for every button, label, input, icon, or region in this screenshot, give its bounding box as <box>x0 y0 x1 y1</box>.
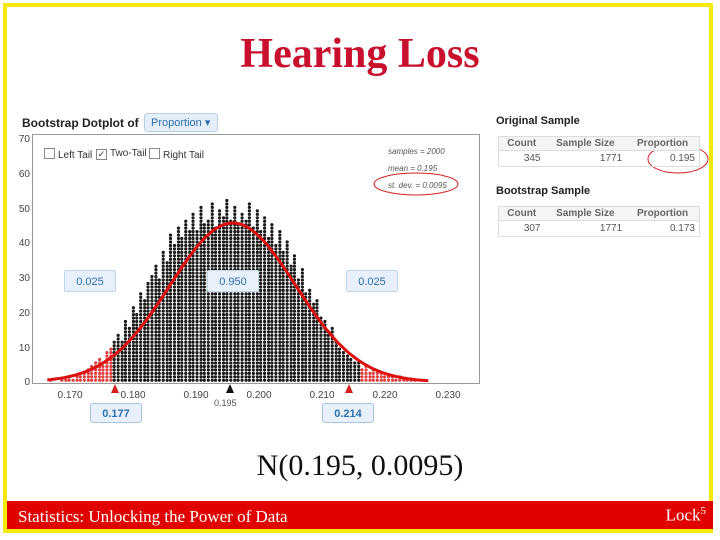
right-tail-checkbox[interactable]: Right Tail <box>149 148 204 161</box>
column-header: Count <box>498 206 545 221</box>
statistic-select[interactable]: Proportion ▾ <box>144 113 218 132</box>
left-tail-label: Left Tail <box>58 150 93 161</box>
y-tick-label: 70 <box>18 134 30 145</box>
dotplot-heading: Bootstrap Dotplot of <box>22 116 139 130</box>
original-sample-title: Original Sample <box>496 115 580 127</box>
y-tick-label: 40 <box>18 238 30 249</box>
center-value-label: 0.195 <box>214 398 237 408</box>
dotplot-frame <box>32 134 480 384</box>
right-cutoff-input[interactable]: 0.214 <box>322 403 374 423</box>
y-tick-label: 0 <box>24 377 30 388</box>
stat-sd: st. dev. = 0.0095 <box>388 181 447 190</box>
slide-title: Hearing Loss <box>240 31 480 77</box>
stat-mean: mean = 0.195 <box>388 164 438 173</box>
column-header: Sample Size <box>544 136 627 151</box>
left-cutoff-input[interactable]: 0.177 <box>90 403 142 423</box>
footer-author-name: Lock <box>665 505 701 525</box>
count-cell: 345 <box>498 150 545 167</box>
column-header: Proportion <box>626 136 700 151</box>
right-tail-proportion: 0.025 <box>346 270 398 292</box>
x-tick-label: 0.170 <box>57 390 83 401</box>
y-tick-label: 60 <box>18 169 30 180</box>
x-tick-label: 0.210 <box>309 390 335 401</box>
left-tail-proportion: 0.025 <box>64 270 116 292</box>
x-tick-label: 0.180 <box>120 390 146 401</box>
count-cell: 307 <box>498 220 545 237</box>
x-tick-label: 0.190 <box>183 390 209 401</box>
right-cutoff-marker-icon <box>345 384 353 393</box>
center-marker-icon <box>226 384 234 393</box>
y-tick-label: 10 <box>18 343 30 354</box>
bootstrap-sample-title: Bootstrap Sample <box>496 185 591 197</box>
proportion-cell: 0.195 <box>626 150 700 167</box>
caret-down-icon: ▾ <box>204 117 211 129</box>
y-tick-label: 20 <box>18 308 30 319</box>
sample-size-cell: 1771 <box>544 220 627 237</box>
slide-border <box>3 3 713 533</box>
checkbox-icon <box>44 148 55 159</box>
proportion-cell: 0.173 <box>626 220 700 237</box>
left-cutoff-marker-icon <box>111 384 119 393</box>
x-tick-label: 0.230 <box>435 390 461 401</box>
footer-author: Lock5 <box>666 505 706 526</box>
checkbox-checked-icon: ✓ <box>96 149 107 160</box>
middle-proportion: 0.950 <box>207 270 259 292</box>
footer-bar <box>7 501 713 529</box>
left-tail-checkbox[interactable]: Left Tail <box>44 148 92 161</box>
footer-author-sup: 5 <box>700 505 707 517</box>
column-header: Sample Size <box>544 206 627 221</box>
statistic-select-value: Proportion <box>151 117 202 129</box>
column-header: Proportion <box>626 206 700 221</box>
original-sample-table: Count Sample Size Proportion 345 1771 0.195 <box>498 136 700 167</box>
two-tail-label: Two-Tail <box>110 148 147 159</box>
two-tail-checkbox[interactable]: ✓ Two-Tail <box>96 148 147 160</box>
x-tick-label: 0.200 <box>246 390 272 401</box>
sample-size-cell: 1771 <box>544 150 627 167</box>
bootstrap-sample-table: Count Sample Size Proportion 307 1771 0.173 <box>498 206 700 237</box>
right-tail-label: Right Tail <box>163 150 204 161</box>
y-tick-label: 30 <box>18 273 30 284</box>
x-tick-label: 0.220 <box>372 390 398 401</box>
footer-course-title: Statistics: Unlocking the Power of Data <box>18 507 288 526</box>
checkbox-icon <box>149 148 160 159</box>
normal-approximation-label: N(0.195, 0.0095) <box>256 449 464 482</box>
y-tick-label: 50 <box>18 204 30 215</box>
column-header: Count <box>498 136 545 151</box>
stat-samples: samples = 2000 <box>388 147 445 156</box>
